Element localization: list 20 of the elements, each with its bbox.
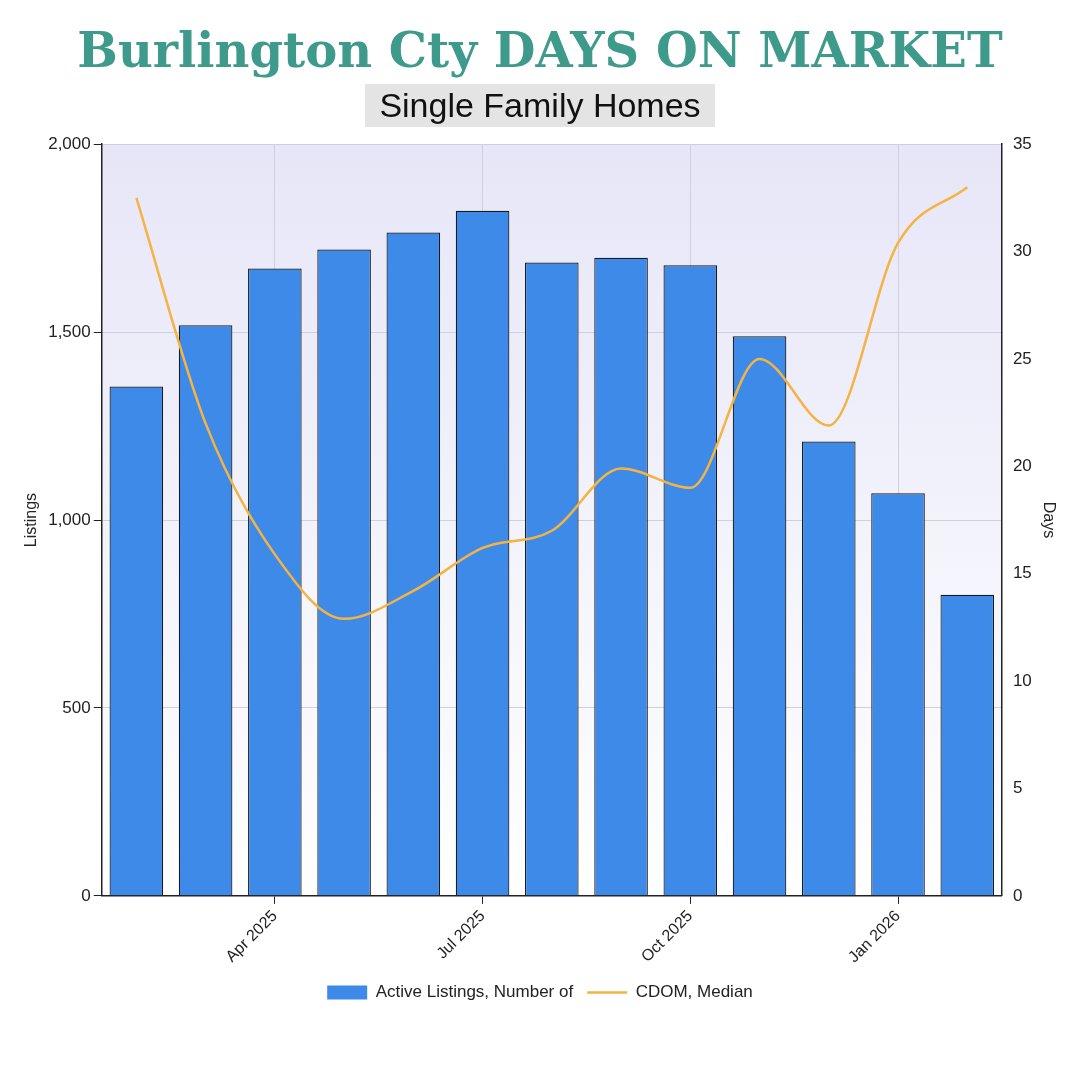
y2-tick-label: 20 — [1012, 456, 1032, 476]
y-tick-label: 1,500 — [48, 321, 91, 341]
y2-tick-label: 15 — [1012, 563, 1032, 583]
chart-subtitle: Single Family Homes — [365, 84, 715, 127]
y2-tick-label: 30 — [1012, 241, 1032, 261]
y2-tick-label: 25 — [1012, 348, 1032, 368]
y2-tick-label: 35 — [1012, 133, 1032, 153]
y2-tick-label: 10 — [1012, 670, 1032, 690]
y2-axis-title: Days — [1040, 501, 1058, 539]
y-tick-label: 500 — [62, 697, 91, 717]
y-tick-label: 2,000 — [48, 133, 91, 153]
line-series — [135, 185, 969, 621]
y2-tick-label: 5 — [1012, 778, 1023, 798]
y2-tick-label: 0 — [1012, 885, 1023, 905]
y-tick-label: 0 — [81, 885, 91, 905]
legend-label: Active Listings, Number of — [375, 982, 574, 1002]
chart-title: Burlington Cty DAYS ON MARKET — [76, 22, 1004, 78]
legend-label: CDOM, Median — [635, 982, 753, 1002]
y-axis-title: Listings — [22, 492, 40, 548]
y-tick-label: 1,000 — [48, 509, 91, 529]
